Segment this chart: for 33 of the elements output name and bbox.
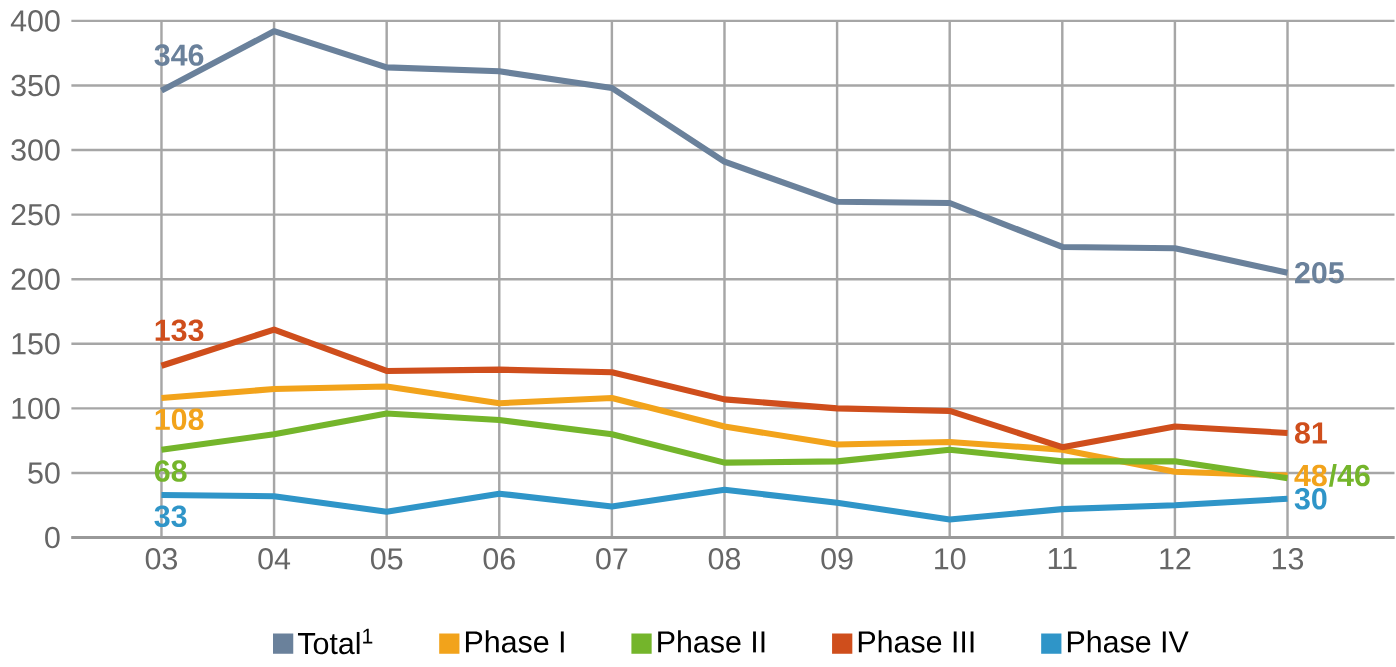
- data-label: 33: [154, 505, 187, 528]
- x-tick-label: 06: [483, 548, 515, 570]
- legend-label: Phase IV: [1067, 630, 1189, 653]
- legend-label: Total$^{1}$: [297, 628, 373, 655]
- x-tick-label: 07: [596, 548, 628, 570]
- x-tick-label: 05: [370, 548, 403, 570]
- x-tick-label: 13: [1272, 548, 1304, 570]
- x-tick-label: 03: [145, 548, 178, 570]
- legend-label: Phase III: [858, 630, 974, 653]
- x-tick-label: 12: [1160, 548, 1191, 570]
- data-label: 48: [1294, 464, 1327, 487]
- legend-label: Phase I: [465, 630, 564, 653]
- y-tick-label: 200: [11, 268, 60, 291]
- data-label: 68: [154, 460, 187, 482]
- x-tick-label: 04: [258, 548, 291, 570]
- data-label: /46: [1328, 464, 1370, 487]
- y-tick-label: 50: [28, 462, 60, 484]
- data-label: 30: [1294, 488, 1327, 510]
- legend-label: Phase II: [658, 630, 765, 653]
- y-tick-label: 350: [11, 74, 60, 97]
- x-tick-label: 08: [708, 548, 741, 570]
- data-label: 81: [1294, 422, 1327, 444]
- y-tick-label: 300: [11, 139, 60, 161]
- y-tick-label: 100: [12, 397, 60, 420]
- y-tick-label: 400: [10, 10, 60, 32]
- y-tick-label: 0: [45, 526, 60, 549]
- x-tick-label: 10: [935, 548, 966, 570]
- y-tick-label: 250: [11, 204, 60, 226]
- data-label: 108: [155, 408, 204, 431]
- y-tick-label: 150: [12, 333, 60, 355]
- x-tick-label: 09: [821, 548, 853, 570]
- data-label: 133: [155, 319, 204, 342]
- x-tick-label: 11: [1048, 548, 1077, 570]
